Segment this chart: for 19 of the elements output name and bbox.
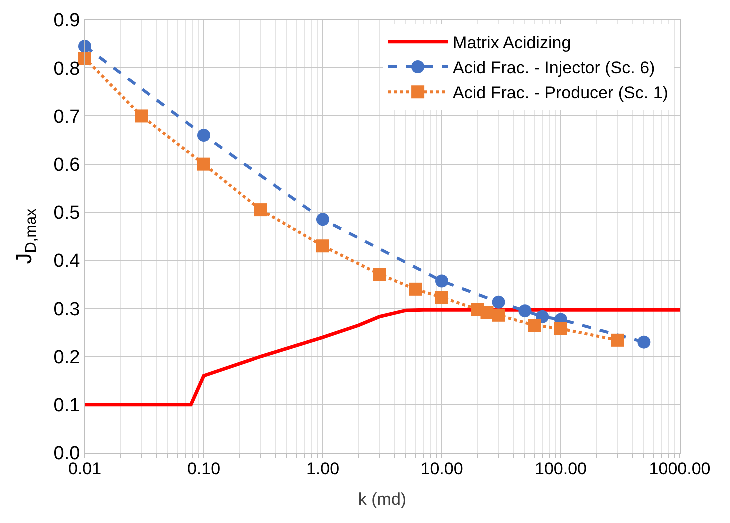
x-tick-label: 1000.00: [649, 459, 711, 478]
legend-label: Acid Frac. - Injector (Sc. 6): [453, 58, 656, 78]
x-tick-label: 100.00: [535, 459, 587, 478]
y-tick-label: 0.2: [54, 347, 80, 368]
x-tick-label: 0.01: [68, 459, 102, 478]
y-tick-label: 0.8: [54, 58, 80, 80]
y-tick-label: 0.4: [54, 251, 81, 272]
x-tick-label: 1.00: [306, 459, 340, 478]
y-tick-label: 0.1: [54, 396, 80, 417]
y-tick-label: 0.3: [54, 299, 80, 320]
y-tick-label: 0.5: [54, 203, 80, 224]
y-tick-label: 0.6: [54, 154, 80, 176]
y-tick-label: 0.9: [54, 10, 80, 32]
x-axis-title: k (md): [358, 490, 407, 509]
x-tick-label: 0.10: [187, 459, 221, 478]
x-tick-label: 10.00: [420, 459, 464, 478]
legend-label: Matrix Acidizing: [453, 34, 572, 53]
legend-label: Acid Frac. - Producer (Sc. 1): [453, 84, 668, 103]
y-tick-label: 0.7: [54, 106, 80, 128]
